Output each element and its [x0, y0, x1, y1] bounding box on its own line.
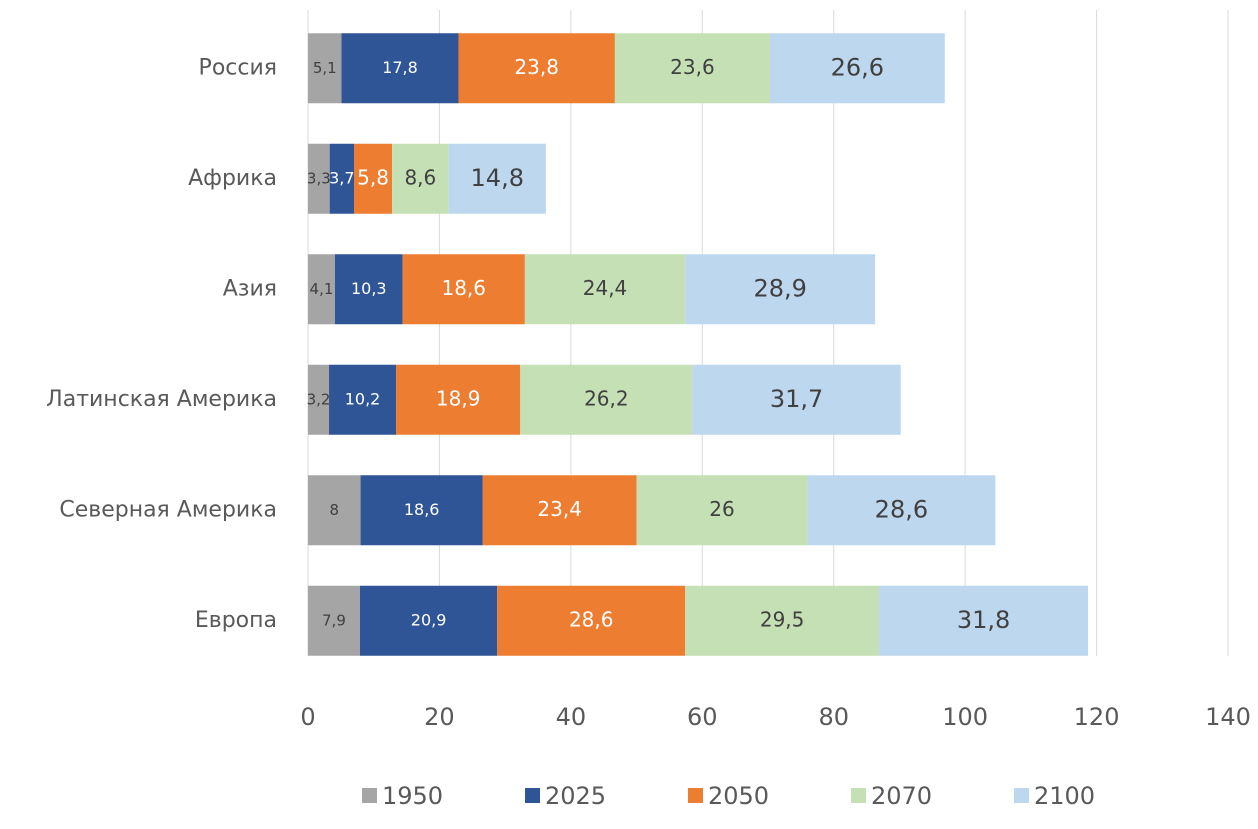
value-label: 23,4 — [537, 497, 582, 521]
category-label: Латинская Америка — [46, 387, 277, 412]
value-label: 18,6 — [441, 276, 486, 300]
value-label: 17,8 — [382, 58, 418, 77]
legend-label: 1950 — [382, 782, 443, 810]
bar-segment — [636, 475, 808, 546]
category-label: Россия — [199, 55, 277, 80]
legend-label: 2050 — [708, 782, 769, 810]
bar-segment — [359, 585, 498, 656]
value-label: 3,2 — [307, 390, 331, 408]
value-label: 23,8 — [514, 55, 559, 79]
legend-swatch — [525, 788, 540, 803]
bar-segment — [308, 33, 342, 104]
bar-segment — [329, 143, 354, 214]
value-label: 5,1 — [313, 59, 337, 77]
value-label: 24,4 — [583, 276, 628, 300]
bar-segment — [614, 33, 770, 104]
bar-segment — [354, 143, 393, 214]
bar-segment — [396, 364, 521, 435]
value-label: 28,6 — [569, 607, 614, 631]
value-label: 29,5 — [760, 607, 805, 631]
value-label: 31,8 — [957, 606, 1010, 634]
legend-swatch — [688, 788, 703, 803]
x-tick-label: 60 — [687, 703, 718, 731]
x-tick-label: 120 — [1074, 703, 1120, 731]
bar-segment — [458, 33, 615, 104]
bar-segment — [329, 364, 397, 435]
x-tick-label: 0 — [300, 703, 315, 731]
bar-segment — [392, 143, 449, 214]
value-label: 31,7 — [770, 385, 823, 413]
bar-segment — [448, 143, 546, 214]
legend-swatch — [1014, 788, 1029, 803]
value-label: 28,9 — [753, 274, 806, 302]
bar-segment — [807, 475, 996, 546]
bar-segment — [524, 254, 686, 325]
category-label: Азия — [223, 276, 277, 301]
category-label: Европа — [195, 608, 277, 633]
x-tick-label: 100 — [942, 703, 988, 731]
bar-segment — [685, 254, 876, 325]
value-label: 26,2 — [584, 386, 629, 410]
value-label: 26 — [709, 497, 734, 521]
value-label: 18,6 — [404, 500, 440, 519]
value-label: 26,6 — [831, 53, 884, 81]
category-label: Африка — [188, 166, 277, 191]
bar-segment — [308, 143, 330, 214]
value-label: 3,7 — [329, 168, 354, 187]
bar-segment — [341, 33, 459, 104]
value-label: 20,9 — [411, 610, 447, 629]
bar-segment — [520, 364, 693, 435]
value-label: 10,3 — [351, 279, 387, 298]
bar-segment — [879, 585, 1089, 656]
value-label: 8 — [330, 501, 340, 519]
bar-segment — [308, 585, 360, 656]
bar-segment — [692, 364, 901, 435]
value-label: 3,3 — [307, 169, 331, 187]
category-label: Северная Америка — [59, 497, 277, 522]
legend-swatch — [362, 788, 377, 803]
bar-segment — [360, 475, 483, 546]
bar-segment — [769, 33, 945, 104]
bar-segment — [685, 585, 880, 656]
bar-segment — [482, 475, 637, 546]
x-tick-label: 20 — [424, 703, 455, 731]
value-label: 18,9 — [436, 386, 481, 410]
x-tick-label: 80 — [818, 703, 849, 731]
x-tick-label: 140 — [1205, 703, 1251, 731]
legend-swatch — [851, 788, 866, 803]
bar-segment — [308, 254, 335, 325]
value-label: 14,8 — [471, 164, 524, 192]
value-label: 23,6 — [670, 55, 715, 79]
bar-segment — [402, 254, 525, 325]
value-label: 5,8 — [357, 165, 389, 189]
value-label: 28,6 — [875, 495, 928, 523]
value-label: 10,2 — [345, 389, 381, 408]
value-label: 4,1 — [310, 280, 334, 298]
value-label: 7,9 — [322, 611, 346, 629]
bar-segment — [497, 585, 686, 656]
legend-label: 2100 — [1034, 782, 1095, 810]
x-tick-label: 40 — [556, 703, 587, 731]
value-label: 8,6 — [404, 165, 436, 189]
legend-label: 2025 — [545, 782, 606, 810]
legend-label: 2070 — [871, 782, 932, 810]
bar-segment — [308, 364, 330, 435]
bar-segment — [308, 475, 361, 546]
bar-segment — [334, 254, 403, 325]
